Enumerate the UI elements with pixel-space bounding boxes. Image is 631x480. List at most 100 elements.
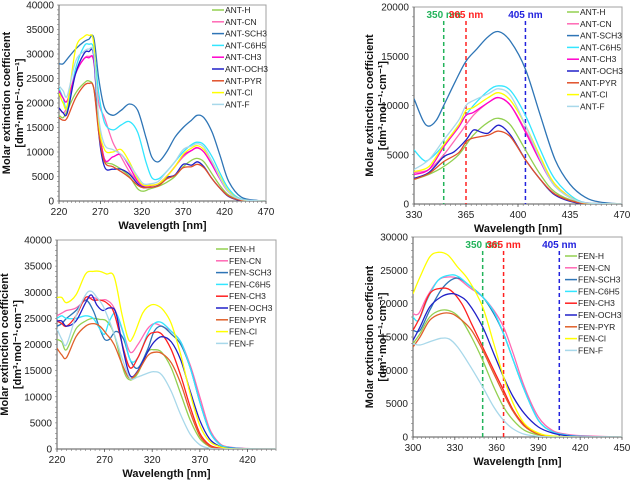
legend-entry: FEN-OCH3 xyxy=(578,310,622,320)
series-group xyxy=(59,34,266,201)
x-tick-label: 270 xyxy=(96,455,113,466)
series-line-ant-pyr xyxy=(414,130,622,204)
y-tick-label: 5000 xyxy=(387,150,410,161)
y-tick-label: 30000 xyxy=(26,50,54,61)
series-group xyxy=(414,30,622,204)
legend-entry: FEN-CH3 xyxy=(229,291,266,301)
legend-entry: FEN-SCH3 xyxy=(578,275,621,285)
legend-entry: FEN-SCH3 xyxy=(229,268,272,278)
x-tick-label: 370 xyxy=(191,455,208,466)
series-line-fen-f xyxy=(57,290,276,449)
y-tick-label: 20000 xyxy=(26,99,54,110)
chart-ant-full: 220 270 320 370 420 470 0 5000 10000 15000 20000 25… xyxy=(1,1,275,233)
y-tick-label: 10000 xyxy=(26,148,54,159)
x-tick-label: 330 xyxy=(446,443,463,454)
x-tick-label: 320 xyxy=(144,455,161,466)
y-axis-label: [dm³·mol⁻¹·cm⁻¹] xyxy=(377,61,389,151)
legend-entry: ANT-PYR xyxy=(225,76,262,86)
legend-entry: FEN-H xyxy=(578,251,604,261)
legend-entry: FEN-CH3 xyxy=(578,298,615,308)
y-tick-label: 35000 xyxy=(24,262,52,273)
y-axis-label: [dm³·mol⁻¹·cm⁻¹] xyxy=(12,300,24,390)
legend-entry: FEN-H xyxy=(229,244,255,254)
series-line-fen-ch3 xyxy=(57,296,276,449)
annotation-label-350: 350 nm xyxy=(465,240,500,251)
x-axis-label: Wavelength [nm] xyxy=(122,468,211,480)
legend-entry: FEN-Cl xyxy=(578,334,606,344)
series-line-ant-sch3 xyxy=(414,30,622,204)
series-line-fen-f xyxy=(413,337,622,437)
chart-ant-zoom: 330 365 400 435 470 0 5000 10000 15000 20000 Wavel… xyxy=(364,3,631,236)
y-axis-label: Molar extinction coefficient xyxy=(364,265,376,408)
y-tick-label: 25000 xyxy=(380,266,408,277)
y-tick-label: 0 xyxy=(402,433,408,444)
y-tick-label: 0 xyxy=(403,200,409,211)
x-axis-label: Wavelength [nm] xyxy=(118,220,207,232)
x-tick-label: 435 xyxy=(562,210,579,221)
y-tick-label: 5000 xyxy=(386,399,409,410)
series-line-ant-c6h5 xyxy=(414,85,622,204)
series-line-ant-f xyxy=(59,46,266,201)
plot-area xyxy=(413,6,623,205)
legend-entry: ANT-SCH3 xyxy=(580,31,622,41)
x-tick-label: 470 xyxy=(614,210,631,221)
x-tick-label: 390 xyxy=(530,443,547,454)
legend-entry: ANT-F xyxy=(225,99,250,109)
y-tick-label: 10000 xyxy=(380,366,408,377)
chart-fen-zoom: 300 330 360 390 420 450 0 5000 10000 15000 20000 25… xyxy=(364,233,631,469)
annotation-label-405: 405 nm xyxy=(542,240,577,251)
y-tick-label: 10000 xyxy=(381,101,409,112)
legend-entry: FEN-PYR xyxy=(578,322,615,332)
series-line-ant-ch3 xyxy=(59,54,266,201)
x-tick-label: 360 xyxy=(488,443,505,454)
x-tick-label: 330 xyxy=(406,210,423,221)
series-line-ant-h xyxy=(59,80,266,201)
x-tick-label: 365 xyxy=(458,210,475,221)
legend-entry: FEN-PYR xyxy=(229,315,266,325)
legend-entry: ANT-H xyxy=(580,7,606,17)
series-line-fen-cl xyxy=(413,251,622,437)
legend-entry: FEN-CN xyxy=(229,256,261,266)
y-tick-label: 40000 xyxy=(26,1,54,12)
y-axis-label: [dm³·mol⁻¹·cm⁻¹] xyxy=(14,58,26,148)
legend-entry: FEN-F xyxy=(229,338,254,348)
annotation-label-365: 365 nm xyxy=(486,240,521,251)
y-axis-label: Molar extinction coefficient xyxy=(364,34,376,177)
x-tick-label: 270 xyxy=(92,207,109,218)
legend-entry: ANT-OCH3 xyxy=(580,66,623,76)
legend-entry: ANT-H xyxy=(225,5,251,15)
y-axis-label: Molar extinction coefficient xyxy=(0,273,11,416)
y-tick-label: 35000 xyxy=(26,25,54,36)
x-tick-label: 420 xyxy=(572,443,589,454)
legend-entry: FEN-C6H5 xyxy=(578,286,620,296)
series-line-ant-sch3 xyxy=(59,34,266,201)
x-tick-label: 420 xyxy=(216,207,233,218)
y-tick-label: 25000 xyxy=(26,74,54,85)
x-axis-label: Wavelength [nm] xyxy=(473,456,562,468)
x-tick-label: 220 xyxy=(49,455,66,466)
series-line-ant-c6h5 xyxy=(59,43,266,201)
x-tick-label: 400 xyxy=(510,210,527,221)
x-tick-label: 450 xyxy=(614,443,631,454)
legend-entry: FEN-C6H5 xyxy=(229,279,271,289)
y-tick-label: 20000 xyxy=(24,340,52,351)
annotation-label-350: 350 nm xyxy=(426,10,461,21)
legend-entry: ANT-C6H5 xyxy=(225,40,266,50)
chart-fen-full: 220 270 320 370 420 0 5000 10000 15000 20000 25000… xyxy=(0,236,277,480)
x-tick-label: 220 xyxy=(51,207,68,218)
series-line-ant-och3 xyxy=(414,124,622,204)
y-tick-label: 30000 xyxy=(24,288,52,299)
legend-entry: FEN-Cl xyxy=(229,327,257,337)
x-axis-label: Wavelength [nm] xyxy=(474,223,563,235)
y-tick-label: 15000 xyxy=(24,366,52,377)
series-line-fen-pyr xyxy=(57,322,276,449)
legend-entry: ANT-CH3 xyxy=(580,54,617,64)
y-axis-label: [dm³·mol⁻¹·cm⁻¹] xyxy=(377,292,389,382)
series-line-fen-och3 xyxy=(413,292,622,437)
y-tick-label: 20000 xyxy=(381,3,409,14)
series-line-ant-pyr xyxy=(59,82,266,201)
